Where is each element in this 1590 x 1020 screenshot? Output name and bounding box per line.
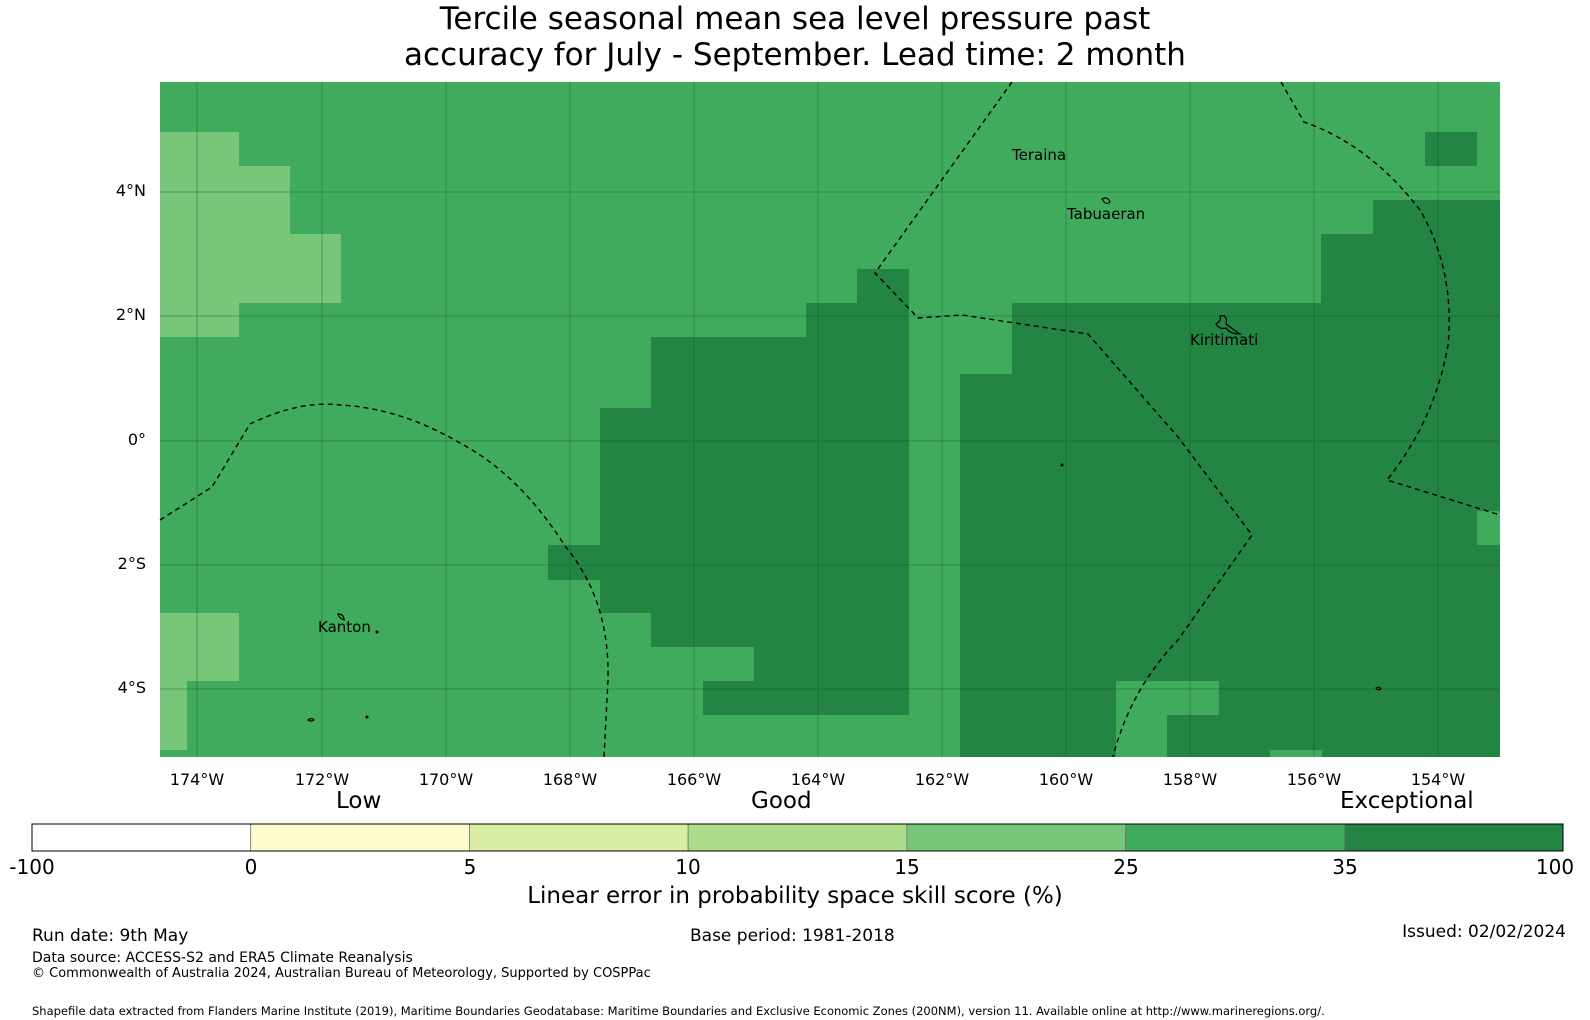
category-low: Low [336,788,382,814]
chart-title-line-1: Tercile seasonal mean sea level pressure… [439,1,1151,37]
colorbar-tick: 0 [244,855,258,879]
colorbar-tick: 25 [1113,855,1139,879]
lat-label-4n: 4°N [115,181,146,200]
data-source: Data source: ACCESS-S2 and ERA5 Climate … [32,950,413,966]
patch-15-25-southwest [160,613,239,750]
place-label-tabuaeran: Tabuaeran [1066,205,1145,223]
small-island-3 [1060,463,1064,467]
place-label-kanton: Kanton [318,618,371,636]
lat-label-4s: 4°S [117,678,146,697]
patch-25-35-gap-2 [1270,234,1321,303]
lon-label-158w: 158°W [1162,770,1218,789]
lat-label-2s: 2°S [117,554,146,573]
lon-label-160w: 160°W [1038,770,1094,789]
lon-label-164w: 164°W [790,770,846,789]
colorbar-label: Linear error in probability space skill … [527,883,1063,909]
category-good: Good [751,788,812,814]
base-period: Base period: 1981-2018 [690,926,895,946]
place-label-teraina: Teraina [1011,146,1066,164]
lon-label-166w: 166°W [666,770,722,789]
eez-boundary-line-islands-north [874,81,1253,758]
patch-25-35-gap-4 [1116,681,1219,757]
colorbar-tick: 10 [675,855,701,879]
lon-label-156w: 156°W [1286,770,1342,789]
lon-label-174w: 174°W [169,770,225,789]
lat-label-2n: 2°N [115,305,146,324]
lon-label-162w: 162°W [914,770,970,789]
patch-25-35-gap-3 [600,580,909,757]
colorbar-tick: 100 [1535,855,1575,879]
lon-label-170w: 170°W [418,770,474,789]
kiritimati-island [1215,315,1242,335]
small-island-4 [375,630,379,634]
small-island-1 [306,717,315,722]
lon-label-168w: 168°W [542,770,598,789]
shapefile-credit: Shapefile data extracted from Flanders M… [32,1004,1325,1018]
lat-label-0: 0° [127,430,146,449]
tabuaeran-island [1101,197,1111,205]
colorbar-tick: -100 [9,855,55,879]
patch-35-100-east [960,200,1500,757]
patch-35-100-central [600,269,909,757]
copyright-notice: © Commonwealth of Australia 2024, Austra… [32,966,651,981]
colorbar-tick: 5 [463,855,477,879]
colorbar-tick: 15 [894,855,920,879]
category-exceptional: Exceptional [1340,788,1474,814]
chart-title-line-2: accuracy for July - September. Lead time… [404,37,1186,73]
colorbar-tick: 35 [1332,855,1358,879]
lon-label-154w: 154°W [1410,770,1466,789]
patch-35-100-northeast [1425,132,1477,166]
small-island-2 [1375,686,1382,691]
map-gridlines [160,82,1500,757]
patch-25-35-gap-1 [909,303,1012,442]
patch-25-35-gap-6 [1477,511,1500,545]
small-island-5 [365,715,369,719]
patch-15-25-northwest [160,132,341,337]
eez-boundaries [159,81,1501,758]
islands [306,197,1382,722]
eez-boundary-phoenix [159,403,609,758]
issued-date: Issued: 02/02/2024 [1402,922,1566,942]
lon-label-172w: 172°W [294,770,350,789]
run-date: Run date: 9th May [32,926,189,946]
eez-boundary-north-east [1280,81,1501,516]
place-label-kiritimati: Kiritimati [1190,331,1258,349]
patch-25-35-gap-5 [1270,750,1322,757]
kanton-island [337,613,345,621]
